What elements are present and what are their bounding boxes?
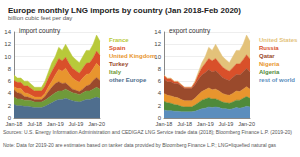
svg-text:12: 12 [4, 41, 11, 47]
svg-text:rest of world: rest of world [259, 77, 295, 83]
svg-text:Jan-20: Jan-20 [88, 121, 105, 127]
svg-text:14: 14 [4, 29, 11, 35]
svg-text:France: France [109, 37, 129, 43]
svg-text:import country: import country [19, 27, 61, 35]
svg-text:Qatar: Qatar [259, 53, 275, 59]
svg-text:Jul-18: Jul-18 [177, 121, 192, 127]
svg-text:12: 12 [154, 41, 161, 47]
svg-text:United Kingdom: United Kingdom [109, 53, 155, 59]
svg-text:6: 6 [158, 78, 162, 84]
svg-text:Jan-18: Jan-18 [6, 121, 23, 127]
svg-text:Jan-19: Jan-19 [47, 121, 64, 127]
svg-text:14: 14 [154, 29, 161, 35]
svg-text:4: 4 [158, 90, 162, 96]
svg-text:8: 8 [158, 66, 162, 72]
svg-text:8: 8 [8, 66, 12, 72]
svg-text:Jan-20: Jan-20 [238, 121, 255, 127]
svg-text:2: 2 [158, 103, 162, 109]
svg-text:Russia: Russia [259, 45, 279, 51]
svg-text:Jan-19: Jan-19 [197, 121, 214, 127]
svg-text:0: 0 [7, 115, 11, 121]
svg-text:Note: Data for 2019-20 are est: Note: Data for 2019-20 are estimates bas… [3, 142, 276, 148]
svg-text:Italy: Italy [109, 69, 122, 75]
svg-text:Algeria: Algeria [259, 69, 280, 75]
svg-text:2: 2 [8, 103, 12, 109]
svg-text:Sources: U.S. Energy Informati: Sources: U.S. Energy Information Adminis… [3, 129, 292, 135]
svg-text:billion cubic feet per day: billion cubic feet per day [8, 15, 72, 21]
svg-text:10: 10 [154, 54, 161, 60]
svg-text:Nigeria: Nigeria [259, 61, 280, 67]
svg-text:Jul-18: Jul-18 [27, 121, 42, 127]
svg-text:other Europe: other Europe [109, 77, 147, 83]
svg-text:Jul-19: Jul-19 [218, 121, 233, 127]
svg-text:Spain: Spain [109, 45, 126, 51]
svg-text:Jul-19: Jul-19 [68, 121, 83, 127]
svg-text:Europe monthly LNG imports by: Europe monthly LNG imports by country (J… [8, 6, 241, 15]
svg-text:6: 6 [8, 78, 12, 84]
svg-text:Jan-18: Jan-18 [156, 121, 173, 127]
svg-text:United States: United States [259, 37, 298, 43]
svg-text:Turkey: Turkey [109, 61, 129, 67]
svg-text:export country: export country [169, 27, 211, 35]
svg-text:10: 10 [4, 54, 11, 60]
svg-text:4: 4 [8, 90, 12, 96]
svg-text:0: 0 [157, 115, 161, 121]
